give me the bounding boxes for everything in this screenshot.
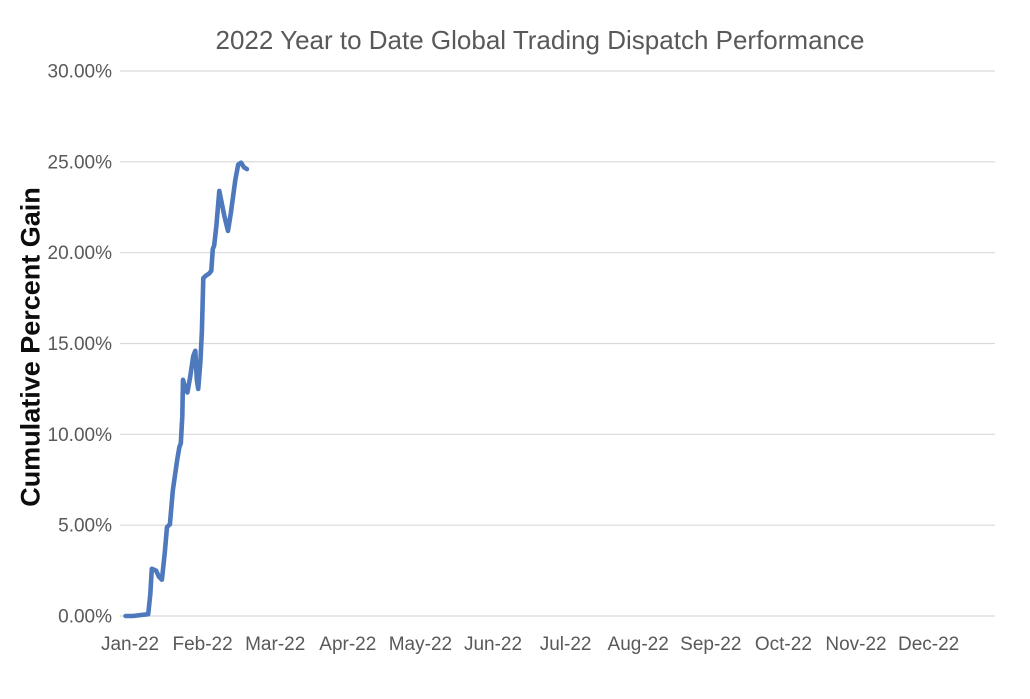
x-tick-label: Nov-22 bbox=[825, 634, 886, 655]
x-tick-label: Apr-22 bbox=[319, 634, 376, 655]
y-tick-label: 30.00% bbox=[48, 62, 113, 83]
y-tick-label: 10.00% bbox=[48, 425, 113, 446]
x-tick-label: Mar-22 bbox=[245, 634, 305, 655]
y-tick-label: 25.00% bbox=[48, 152, 113, 173]
y-axis-tick-labels: 0.00% 5.00% 10.00% 15.00% 20.00% 25.00% 30.00% bbox=[48, 62, 113, 628]
x-tick-label: Feb-22 bbox=[172, 634, 232, 655]
x-axis-tick-labels: Jan-22 Feb-22 Mar-22 Apr-22 May-22 Jun-22 Jul-… bbox=[101, 634, 959, 655]
gridlines bbox=[120, 70, 995, 617]
y-tick-label: 5.00% bbox=[58, 516, 112, 537]
x-tick-label: Sep-22 bbox=[680, 634, 741, 655]
x-tick-label: Aug-22 bbox=[608, 634, 669, 655]
x-tick-label: May-22 bbox=[389, 634, 452, 655]
cumulative-gain-line-series bbox=[123, 160, 250, 619]
x-tick-label: Jun-22 bbox=[464, 634, 522, 655]
y-tick-label: 15.00% bbox=[48, 334, 113, 355]
x-tick-label: Jul-22 bbox=[540, 634, 592, 655]
x-tick-label: Oct-22 bbox=[755, 634, 812, 655]
x-tick-label: Jan-22 bbox=[101, 634, 159, 655]
y-tick-label: 0.00% bbox=[58, 607, 112, 628]
chart-title: 2022 Year to Date Global Trading Dispatc… bbox=[215, 25, 865, 55]
y-tick-label: 20.00% bbox=[48, 243, 113, 264]
x-tick-label: Dec-22 bbox=[898, 634, 959, 655]
